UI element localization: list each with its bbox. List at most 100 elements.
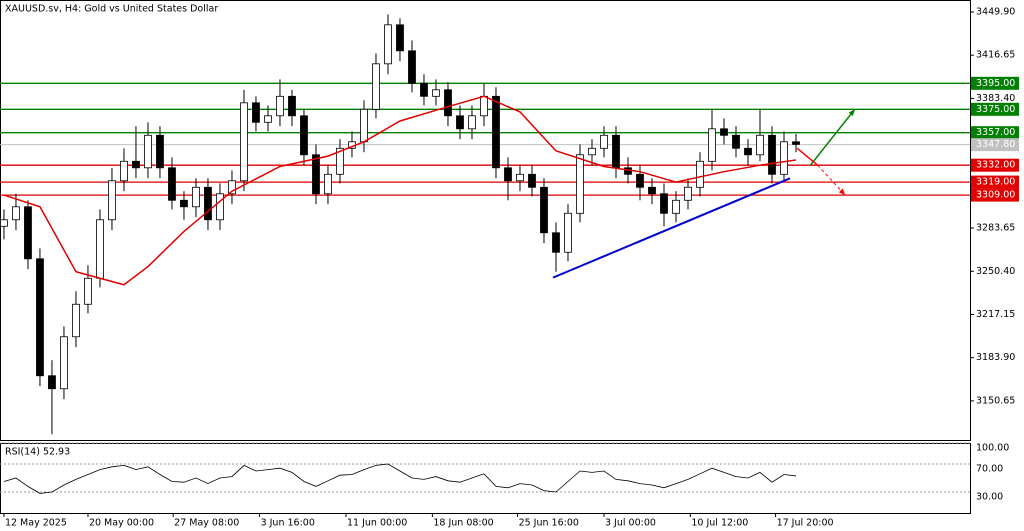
y-tick-label: 3217.15: [976, 309, 1015, 320]
rsi-panel: [0, 443, 971, 514]
level-label-box: [971, 126, 1019, 140]
level-label-box: [971, 158, 1019, 172]
candle-body: [708, 128, 716, 162]
candle-body: [240, 102, 248, 182]
arrow-line: [809, 108, 856, 166]
level-label-box: [971, 76, 1019, 90]
candle-body: [432, 89, 440, 97]
arrow-head: [848, 109, 855, 117]
candle-body: [420, 82, 428, 97]
candle-body: [120, 160, 128, 182]
main-panel: [0, 0, 971, 441]
rsi-tick-label: 100.00: [976, 443, 1009, 454]
candle-body: [492, 95, 500, 169]
candle-body: [300, 115, 308, 156]
moving-average: [3, 95, 797, 286]
candle-body: [564, 212, 572, 253]
candle-body: [456, 115, 464, 130]
candle-body: [552, 232, 560, 253]
candle-body: [48, 375, 56, 390]
candle-body: [168, 167, 176, 201]
x-tick-label: 11 Jun 00:00: [347, 518, 407, 529]
current-price-label: 3347.80: [976, 139, 1015, 150]
level-label-box: [971, 102, 1019, 116]
trendline: [552, 177, 791, 279]
candle-body: [696, 160, 704, 188]
candle-body: [480, 95, 488, 117]
candle-body: [312, 154, 320, 195]
candle-body: [780, 141, 788, 175]
x-tick-label: 25 Jun 16:00: [519, 518, 579, 529]
x-tick-label: 3 Jul 00:00: [605, 518, 656, 529]
candle-body: [648, 186, 656, 195]
x-tick-label: 20 May 00:00: [89, 518, 154, 529]
y-tick-label: 3250.40: [976, 266, 1015, 277]
candle-body: [216, 193, 224, 221]
x-tick-label: 3 Jun 16:00: [261, 518, 315, 529]
candle-body: [204, 186, 212, 221]
candle-body: [612, 134, 620, 169]
candle-body: [228, 180, 236, 195]
level-label-box: [971, 188, 1019, 202]
x-tick-label: 18 Jun 08:00: [433, 518, 493, 529]
candle-body: [156, 134, 164, 169]
candle-body: [516, 173, 524, 182]
candle-body: [744, 147, 752, 156]
candle-body: [60, 336, 68, 390]
candle-body: [24, 206, 32, 260]
level-label: 3395.00: [976, 78, 1015, 89]
candle-body: [132, 160, 140, 169]
candle-body: [672, 199, 680, 214]
level-label-box: [971, 175, 1019, 189]
y-tick-label: 3449.90: [976, 6, 1015, 17]
candle-body: [576, 154, 584, 214]
candle-body: [36, 258, 44, 377]
candle-body: [264, 115, 272, 123]
candle-body: [144, 134, 152, 169]
candle-body: [768, 134, 776, 175]
candle-body: [0, 219, 8, 227]
candle-body: [252, 102, 260, 123]
y-tick-label: 3383.40: [976, 93, 1015, 104]
rsi-title: RSI(14) 52.93: [5, 447, 70, 458]
candle-body: [732, 134, 740, 149]
level-label: 3357.00: [976, 127, 1015, 138]
candle-body: [72, 303, 80, 338]
candle-body: [324, 173, 332, 195]
y-tick-label: 3183.90: [976, 352, 1015, 363]
candle-body: [108, 180, 116, 221]
candle-body: [96, 219, 104, 279]
candle-body: [720, 128, 728, 136]
candle-body: [756, 134, 764, 156]
candle-body: [276, 95, 284, 117]
candle-body: [660, 193, 668, 214]
y-tick-label: 3283.65: [976, 223, 1015, 234]
candle-body: [504, 167, 512, 182]
chart-title: XAUUSD.sv, H4: Gold vs United States Dol…: [5, 4, 218, 15]
candle-body: [360, 108, 368, 143]
y-tick-label: 3416.65: [976, 50, 1015, 61]
candle-body: [180, 199, 188, 208]
level-label: 3309.00: [976, 190, 1015, 201]
x-tick-label: 12 May 2025: [5, 518, 67, 529]
candle-body: [372, 63, 380, 110]
candle-body: [684, 186, 692, 201]
level-label: 3319.00: [976, 177, 1015, 188]
candle-body: [336, 147, 344, 175]
candle-body: [288, 95, 296, 117]
candle-body: [408, 50, 416, 84]
rsi-tick-label: 70.00: [976, 464, 1003, 475]
level-label: 3332.00: [976, 160, 1015, 171]
level-label: 3375.00: [976, 104, 1015, 115]
candle-body: [600, 134, 608, 149]
arrow-head: [838, 188, 846, 196]
rsi-line: [3, 463, 797, 494]
rsi-tick-label: 30.00: [976, 492, 1003, 503]
current-price-box: [971, 138, 1019, 152]
candle-body: [792, 141, 800, 145]
candle-body: [396, 24, 404, 52]
candle-body: [192, 186, 200, 208]
arrow-line: [796, 147, 819, 166]
candle-body: [12, 206, 20, 221]
